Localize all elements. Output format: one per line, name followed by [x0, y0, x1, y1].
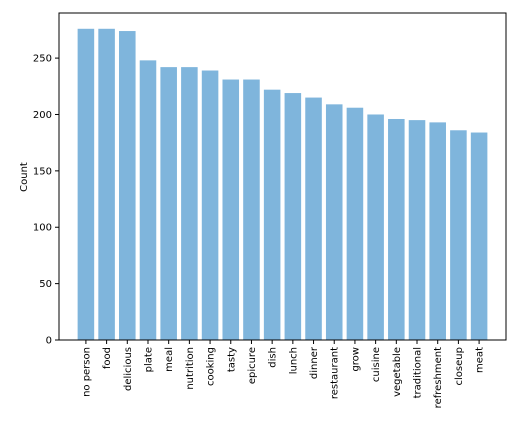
y-axis-label: Count	[19, 162, 30, 192]
x-tick-label: meat	[475, 347, 486, 373]
x-tick-label: refreshment	[433, 347, 444, 408]
bar	[201, 70, 219, 340]
x-tick-label: restaurant	[330, 347, 341, 399]
bar	[408, 120, 426, 340]
x-tick-label: grow	[350, 347, 361, 372]
x-tick-label: dish	[268, 347, 279, 368]
x-tick-label: meal	[164, 347, 175, 372]
bar	[222, 79, 240, 340]
bar	[263, 89, 281, 340]
x-tick-label: traditional	[413, 347, 424, 398]
bar	[388, 118, 405, 340]
y-tick-label: 100	[33, 223, 52, 234]
x-tick-label: vegetable	[392, 347, 403, 397]
x-tick-label: no person	[81, 347, 92, 397]
bar	[119, 31, 136, 340]
bar	[160, 67, 177, 340]
bar	[284, 93, 302, 340]
bar	[77, 28, 95, 341]
bar	[346, 107, 364, 340]
plot-frame	[58, 12, 507, 341]
bar	[450, 130, 467, 340]
y-tick-label: 50	[39, 279, 52, 290]
x-tick-label: delicious	[123, 347, 134, 391]
x-tick-label: nutrition	[185, 347, 196, 390]
y-axis: 0 50 100 150 200 250	[33, 54, 59, 347]
x-tick-label: closeup	[454, 347, 465, 385]
x-tick-label: food	[102, 347, 113, 369]
bar	[367, 114, 384, 340]
x-tick-label: lunch	[288, 347, 299, 374]
bar	[325, 104, 343, 341]
y-tick-label: 250	[33, 54, 52, 65]
bar	[181, 67, 198, 340]
x-tick-label: epicure	[247, 347, 258, 384]
x-axis: no person food delicious plate meal nutrition…	[81, 340, 486, 408]
x-tick-label: tasty	[226, 347, 237, 372]
x-tick-label: cuisine	[371, 347, 382, 382]
y-tick-label: 200	[33, 110, 52, 121]
y-tick-label: 150	[33, 166, 52, 177]
bar	[243, 79, 260, 340]
bars	[77, 28, 488, 341]
bar	[98, 28, 115, 341]
bar	[305, 97, 322, 340]
bar	[470, 132, 488, 340]
x-tick-label: cooking	[206, 347, 217, 386]
x-tick-label: plate	[143, 347, 154, 372]
y-tick-label: 0	[46, 336, 52, 347]
bar	[429, 122, 446, 341]
bar	[139, 60, 157, 341]
x-tick-label: dinner	[309, 346, 320, 379]
